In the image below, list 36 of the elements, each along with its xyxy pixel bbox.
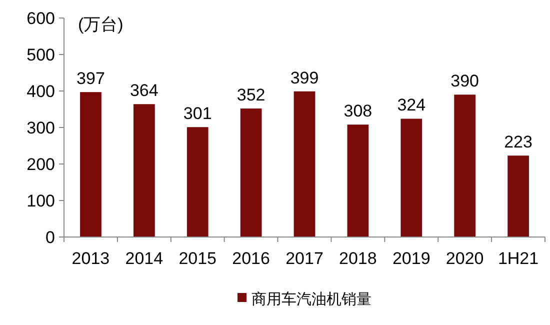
data-label: 390 (450, 72, 480, 91)
bar (240, 108, 262, 237)
bar (347, 124, 369, 237)
y-tick-label: 500 (26, 46, 55, 64)
x-tick-label: 2013 (72, 249, 110, 268)
x-tick-label: 2016 (232, 249, 270, 268)
y-tick-label: 300 (26, 118, 55, 138)
y-tick-label: 400 (26, 82, 55, 101)
bar (80, 92, 102, 237)
x-tick-label: 2017 (286, 249, 324, 268)
x-tick-label: 2018 (339, 249, 377, 268)
y-axis-title: (万台) (78, 15, 124, 34)
bar (186, 127, 208, 237)
bar (294, 91, 316, 237)
data-label: 308 (344, 102, 372, 121)
y-tick-label: 600 (26, 9, 55, 28)
y-tick-label: 200 (26, 155, 55, 174)
x-tick-label: 2019 (392, 249, 430, 268)
x-tick-label: 2014 (125, 249, 164, 268)
bar (400, 118, 422, 237)
bar (133, 104, 155, 237)
data-label: 301 (183, 104, 212, 124)
x-tick-label: 2015 (178, 249, 217, 268)
data-label: 352 (236, 86, 266, 105)
x-tick-label: 2020 (446, 249, 484, 268)
data-label: 223 (504, 132, 532, 152)
legend-label: 商用车汽油机销量 (252, 291, 372, 308)
data-label: 399 (290, 68, 319, 88)
bar (454, 94, 476, 237)
data-label: 364 (130, 81, 158, 100)
data-label: 324 (397, 96, 426, 115)
x-tick-label: 1H21 (498, 249, 539, 268)
data-label: 397 (76, 69, 105, 88)
y-tick-label: 100 (26, 192, 55, 210)
y-tick-label: 0 (46, 228, 55, 247)
bar (508, 156, 529, 237)
